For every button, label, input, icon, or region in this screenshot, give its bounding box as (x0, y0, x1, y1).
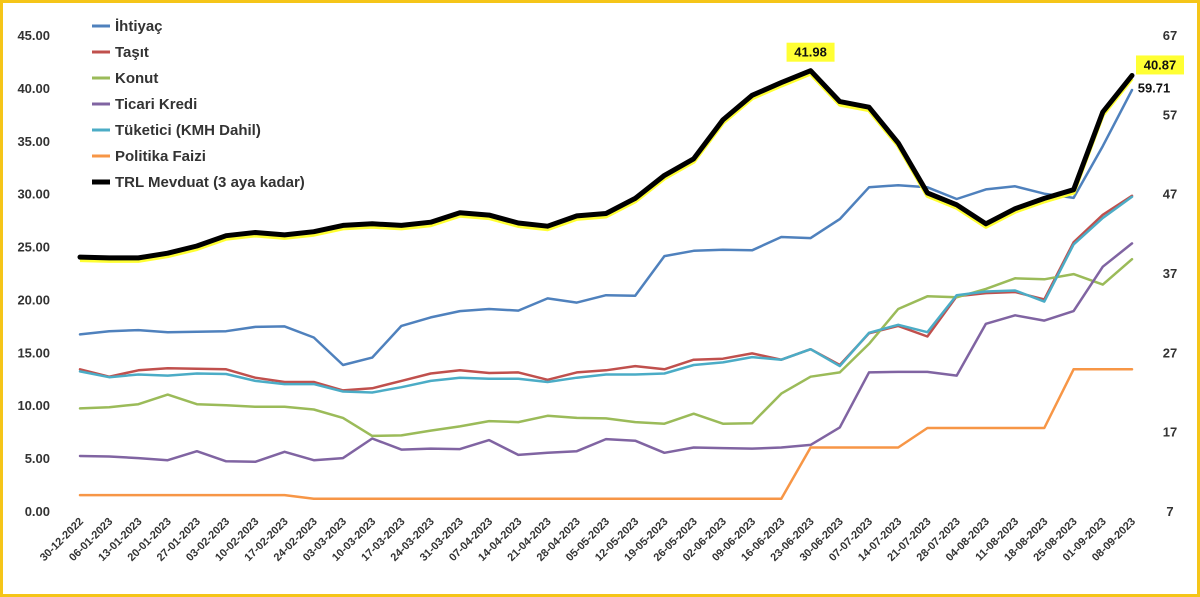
left-y-tick-label: 20.00 (17, 292, 50, 307)
legend: İhtiyaç Taşıt Konut Ticari Kredi Tüketici (K… (92, 18, 305, 191)
peak-callout-highlight (786, 42, 835, 62)
left-y-tick-label: 0.00 (25, 504, 50, 519)
last-value-label: 40.87 (1144, 57, 1177, 72)
left-y-tick-label: 30.00 (17, 187, 50, 202)
right-y-tick-label: 47 (1163, 187, 1177, 202)
legend-label: İhtiyaç (115, 18, 163, 35)
left-y-axis: 0.00 5.00 10.00 15.00 20.00 25.00 30.00 35.00 40… (17, 28, 50, 519)
right-y-tick-label: 37 (1163, 266, 1177, 281)
right-y-tick-label: 57 (1163, 107, 1177, 122)
series-line-konut (78, 257, 1134, 438)
left-y-tick-label: 25.00 (17, 240, 50, 255)
right-y-tick-label: 27 (1163, 345, 1177, 360)
legend-label: Tüketici (KMH Dahil) (115, 122, 261, 139)
left-y-tick-label: 35.00 (17, 134, 50, 149)
series-line-glow (79, 71, 1134, 263)
right-y-axis: 7 17 27 37 47 57 67 (1163, 28, 1177, 519)
series-line-t-ketici-kmh-dahil (78, 195, 1134, 394)
left-y-tick-label: 15.00 (17, 345, 50, 360)
right-y-tick-label: 7 (1166, 504, 1173, 519)
value-callouts: 41.98 40.87 59.71 (786, 42, 1184, 95)
series-line-politika-faizi (78, 368, 1134, 501)
x-axis: 30-12-202206-01-202313-01-202320-01-2023… (38, 516, 1138, 564)
right-y-tick-label: 67 (1163, 28, 1177, 43)
legend-label: Ticari Kredi (115, 96, 197, 113)
right-annotation-label: 59.71 (1138, 80, 1171, 95)
last-callout-highlight (1136, 55, 1184, 75)
series-line-ticari-kredi (78, 242, 1134, 464)
legend-label: Konut (115, 70, 158, 87)
legend-label: Politika Faizi (115, 148, 206, 165)
legend-label: Taşıt (115, 44, 149, 61)
series-lines (77, 68, 1135, 501)
right-y-tick-label: 17 (1163, 425, 1177, 440)
left-y-tick-label: 45.00 (17, 28, 50, 43)
left-y-tick-label: 40.00 (17, 81, 50, 96)
series-line-i-htiya (78, 88, 1134, 367)
legend-label: TRL Mevduat (3 aya kadar) (115, 174, 305, 191)
peak-value-label: 41.98 (794, 45, 827, 60)
left-y-tick-label: 10.00 (17, 398, 50, 413)
series-line-trl-mevduat-3-aya-kadar (77, 68, 1135, 261)
left-y-tick-label: 5.00 (25, 451, 50, 466)
